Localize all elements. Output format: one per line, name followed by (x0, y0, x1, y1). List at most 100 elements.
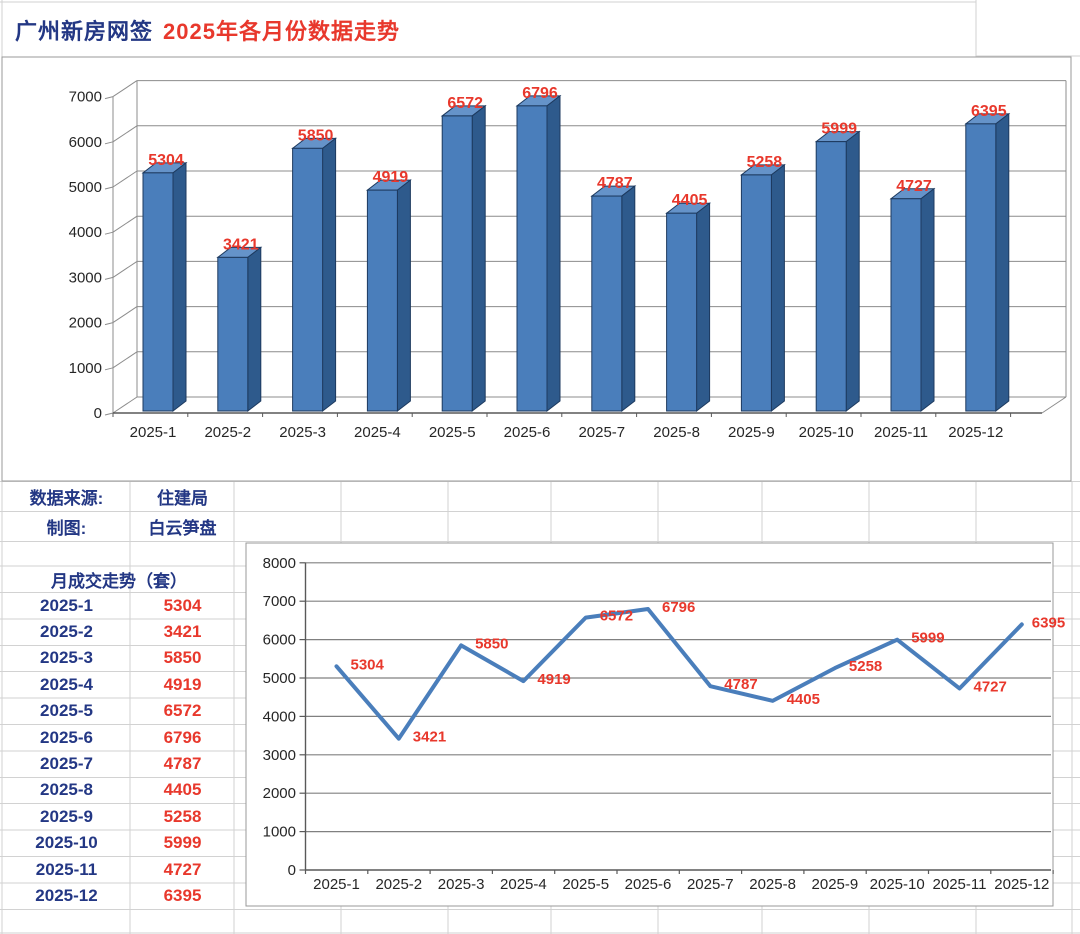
month-cell[interactable]: 2025-9 (40, 806, 93, 826)
value-cell[interactable]: 4405 (163, 780, 202, 800)
line-value-label: 6395 (1032, 614, 1065, 631)
bar-x-label: 2025-6 (504, 424, 551, 441)
month-cell[interactable]: 2025-11 (35, 859, 98, 879)
svg-text:4000: 4000 (69, 224, 102, 241)
value-cell[interactable]: 6395 (163, 886, 202, 906)
value-cell[interactable]: 5258 (163, 806, 202, 826)
bar-x-label: 2025-2 (204, 424, 251, 441)
line-value-label: 4919 (537, 671, 570, 688)
svg-text:0: 0 (94, 405, 102, 422)
value-cell[interactable]: 5304 (163, 595, 202, 615)
month-cell[interactable]: 2025-12 (35, 886, 98, 906)
line-x-label: 2025-11 (933, 876, 987, 893)
bar-2025-9[interactable]: 5258 (739, 154, 786, 413)
svg-text:0: 0 (288, 862, 296, 879)
author-value-cell[interactable]: 白云笋盘 (148, 519, 217, 538)
month-cell[interactable]: 2025-4 (40, 674, 93, 694)
page-title-right: 2025年各月份数据走势 (163, 18, 400, 44)
value-cell[interactable]: 4919 (163, 674, 202, 694)
bar-2025-3[interactable]: 5850 (291, 127, 338, 413)
bar-2025-6[interactable]: 6796 (515, 85, 562, 413)
bar-chart[interactable]: 0 1000 2000 3000 4000 5000 6000 7000 5304 3421 585… (1, 56, 1072, 482)
svg-text:5000: 5000 (69, 179, 102, 196)
bar-x-label: 2025-1 (130, 424, 177, 441)
bar-value-label: 5850 (298, 127, 334, 144)
svg-text:7000: 7000 (69, 89, 102, 106)
bar-2025-8[interactable]: 4405 (665, 192, 712, 413)
bar-value-label: 6572 (447, 95, 483, 112)
bar-value-label: 5258 (747, 154, 783, 171)
line-chart[interactable]: 0 1000 2000 3000 4000 5000 6000 7000 8000 5304 342… (245, 542, 1065, 907)
bar-2025-2[interactable]: 3421 (216, 236, 263, 413)
svg-text:1000: 1000 (263, 824, 296, 841)
source-value-cell[interactable]: 住建局 (157, 489, 208, 508)
svg-text:6000: 6000 (263, 632, 296, 649)
svg-text:6000: 6000 (69, 134, 102, 151)
svg-text:4000: 4000 (263, 708, 296, 725)
month-cell[interactable]: 2025-5 (40, 701, 93, 721)
value-cell[interactable]: 3421 (163, 622, 202, 642)
month-cell[interactable]: 2025-2 (40, 622, 93, 642)
bar-x-label: 2025-7 (578, 424, 625, 441)
value-cell[interactable]: 4727 (163, 859, 202, 879)
bar-2025-5[interactable]: 6572 (440, 95, 487, 413)
bar-x-label: 2025-9 (728, 424, 775, 441)
author-label-cell[interactable]: 制图: (46, 519, 87, 538)
bar-value-label: 5304 (148, 152, 184, 169)
svg-text:5000: 5000 (263, 670, 296, 687)
month-cell[interactable]: 2025-3 (40, 648, 93, 668)
line-x-label: 2025-1 (313, 876, 360, 893)
line-x-label: 2025-4 (500, 876, 547, 893)
bar-x-label: 2025-4 (354, 424, 401, 441)
bar-x-label: 2025-10 (799, 424, 854, 441)
line-x-label: 2025-9 (812, 876, 859, 893)
month-cell[interactable]: 2025-7 (40, 754, 93, 774)
line-x-label: 2025-5 (562, 876, 609, 893)
bar-x-label: 2025-11 (874, 424, 928, 441)
month-cell[interactable]: 2025-6 (40, 727, 93, 747)
line-value-label: 3421 (413, 729, 446, 746)
bar-2025-10[interactable]: 5999 (814, 121, 861, 413)
line-x-label: 2025-8 (749, 876, 796, 893)
svg-text:3000: 3000 (263, 747, 296, 764)
line-value-label: 5999 (911, 630, 944, 647)
bar-2025-7[interactable]: 4787 (590, 175, 637, 413)
source-label-cell[interactable]: 数据来源: (29, 489, 104, 508)
svg-text:2000: 2000 (263, 785, 296, 802)
month-cell[interactable]: 2025-8 (40, 780, 93, 800)
month-cell[interactable]: 2025-10 (35, 833, 98, 853)
bar-2025-11[interactable]: 4727 (889, 178, 936, 413)
value-cell[interactable]: 6572 (163, 701, 202, 721)
bar-value-label: 5999 (821, 121, 857, 138)
value-cell[interactable]: 4787 (163, 754, 202, 774)
svg-text:8000: 8000 (263, 555, 296, 572)
bar-value-label: 4727 (896, 178, 932, 195)
bar-value-label: 4405 (672, 192, 708, 209)
svg-text:7000: 7000 (263, 593, 296, 610)
svg-text:3000: 3000 (69, 269, 102, 286)
value-cell[interactable]: 5850 (163, 648, 202, 668)
line-value-label: 6572 (600, 608, 633, 625)
line-x-label: 2025-2 (375, 876, 422, 893)
bar-x-label: 2025-5 (429, 424, 476, 441)
bar-value-label: 4919 (373, 169, 409, 186)
bar-value-label: 4787 (597, 175, 633, 192)
line-series[interactable] (334, 607, 1024, 741)
bar-2025-1[interactable]: 5304 (141, 152, 188, 413)
bar-value-label: 3421 (223, 236, 259, 253)
title-cell[interactable]: 广州新房网签 2025年各月份数据走势 (3, 3, 971, 56)
bar-2025-12[interactable]: 6395 (964, 103, 1011, 413)
value-cell[interactable]: 5999 (163, 833, 202, 853)
month-cell[interactable]: 2025-1 (40, 595, 93, 615)
bar-x-label: 2025-3 (279, 424, 326, 441)
bar-value-label: 6796 (522, 85, 558, 102)
value-cell[interactable]: 6796 (163, 727, 202, 747)
table-header-cell[interactable]: 月成交走势（套） (51, 571, 187, 591)
line-x-label: 2025-12 (994, 876, 1049, 893)
svg-text:2000: 2000 (69, 315, 102, 332)
line-value-label: 4787 (724, 676, 757, 693)
line-value-label: 5304 (351, 656, 385, 673)
bar-2025-4[interactable]: 4919 (365, 169, 412, 413)
